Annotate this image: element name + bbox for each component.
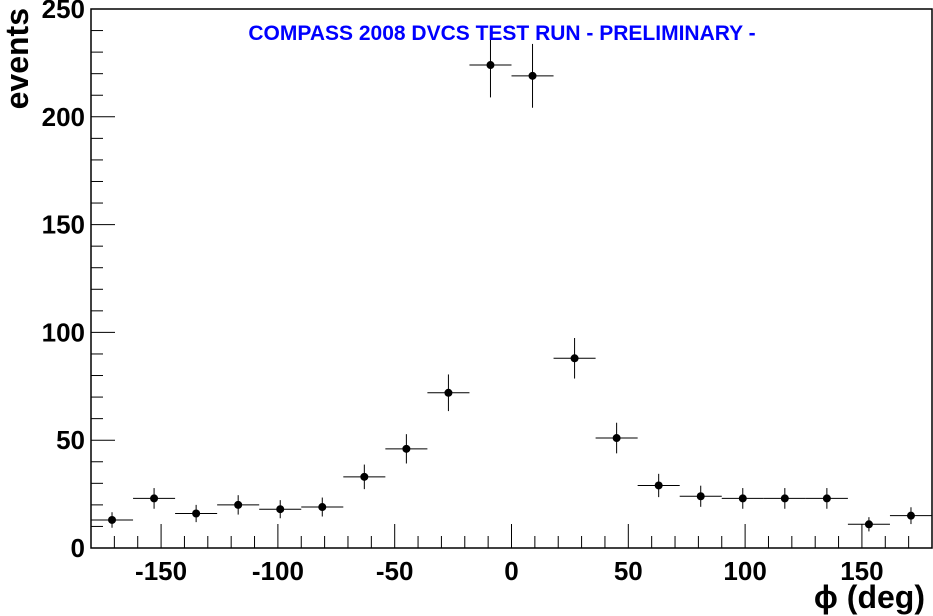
y-axis-title: events	[0, 8, 35, 109]
data-point	[360, 472, 369, 481]
data-point	[234, 500, 243, 509]
y-tick-label: 100	[42, 317, 85, 347]
data-point	[570, 354, 579, 363]
plot-frame	[90, 8, 933, 549]
data-point	[108, 515, 117, 524]
x-tick-label: 150	[840, 556, 883, 586]
data-point	[906, 511, 915, 520]
data-point	[192, 509, 201, 518]
data-point	[150, 494, 159, 503]
chart-title: COMPASS 2008 DVCS TEST RUN - PRELIMINARY…	[248, 22, 755, 45]
data-point	[276, 505, 285, 514]
data-point	[654, 481, 663, 490]
data-point	[738, 494, 747, 503]
data-point	[612, 434, 621, 443]
data-points	[91, 32, 932, 532]
y-axis-ticks: 0 50 100 150 200 250	[42, 0, 115, 563]
x-tick-label: 0	[504, 556, 518, 586]
data-point	[864, 520, 873, 529]
data-point	[486, 61, 495, 70]
x-tick-label: -100	[252, 556, 304, 586]
y-tick-label: 0	[71, 533, 85, 563]
data-point	[318, 503, 327, 512]
x-tick-label: -50	[376, 556, 414, 586]
x-tick-label: 50	[614, 556, 643, 586]
y-tick-label: 50	[56, 425, 85, 455]
x-tick-label: -150	[135, 556, 187, 586]
x-axis-ticks: -150 -100 -50 0 50 100 150	[113, 524, 910, 586]
data-point	[780, 494, 789, 503]
y-tick-label: 200	[42, 102, 85, 132]
data-point	[444, 388, 453, 397]
data-point	[402, 444, 411, 453]
data-point	[696, 492, 705, 501]
x-tick-label: 100	[723, 556, 766, 586]
x-axis-title: ϕ (deg)	[814, 579, 925, 615]
y-tick-label: 250	[42, 0, 85, 24]
data-point	[822, 494, 831, 503]
y-tick-label: 150	[42, 210, 85, 240]
data-point	[528, 71, 537, 80]
